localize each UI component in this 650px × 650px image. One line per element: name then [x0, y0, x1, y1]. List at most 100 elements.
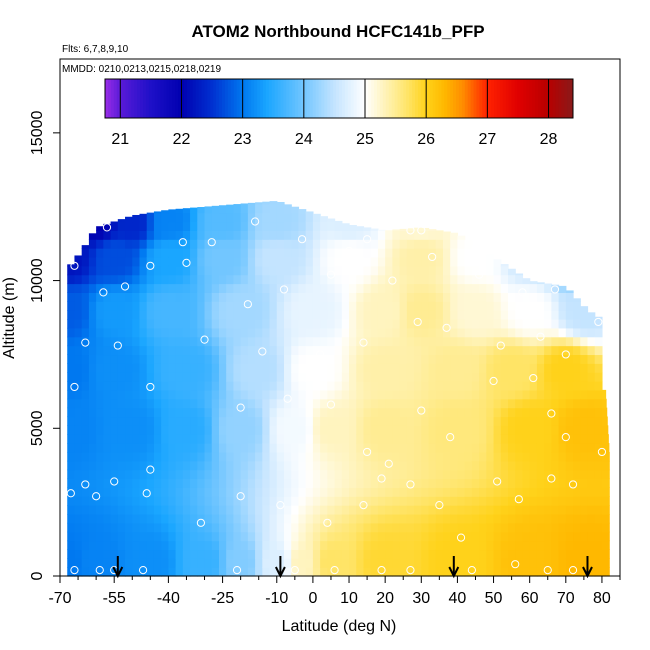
heatmap-cell: [168, 327, 177, 338]
heatmap-cell: [153, 451, 162, 462]
colorbar-segment: [426, 79, 431, 118]
heatmap-cell: [428, 256, 437, 267]
heatmap-cell: [125, 265, 133, 276]
sample-point: [66, 489, 75, 498]
heatmap-cell: [385, 540, 393, 551]
heatmap-cell: [515, 354, 524, 364]
heatmap-cell: [479, 310, 487, 320]
heatmap-cell: [67, 434, 76, 444]
heatmap-cell: [117, 451, 126, 462]
heatmap-cell: [471, 274, 480, 285]
plot-frame: [59, 58, 621, 577]
heatmap-cell: [428, 522, 437, 533]
heatmap-cell: [88, 513, 97, 524]
heatmap-cell: [96, 354, 104, 364]
heatmap-cell: [298, 425, 307, 435]
heatmap-cell: [233, 389, 242, 400]
heatmap-cell: [218, 318, 227, 329]
heatmap-cell: [190, 469, 198, 480]
heatmap-cell: [334, 505, 343, 515]
heatmap-cell: [500, 478, 509, 488]
heatmap-cell: [464, 336, 473, 347]
heatmap-cell: [370, 301, 379, 311]
heatmap-cell: [269, 496, 278, 506]
heatmap-cell: [284, 389, 292, 400]
heatmap-cell: [370, 451, 379, 462]
colorbar-segment: [330, 79, 334, 118]
heatmap-cell: [247, 203, 256, 214]
heatmap-cell: [428, 513, 437, 524]
heatmap-cell: [479, 531, 487, 542]
x-tick-label: 30: [412, 590, 430, 607]
heatmap-cell: [327, 372, 336, 382]
heatmap-cell: [110, 336, 119, 347]
colorbar-segment: [537, 79, 542, 118]
heatmap-cell: [139, 425, 148, 435]
heatmap-cell: [240, 425, 249, 435]
heatmap-cell: [435, 336, 444, 347]
heatmap-cell: [67, 425, 76, 435]
heatmap-cell: [276, 478, 285, 488]
heatmap-cell: [515, 540, 524, 551]
heatmap-cell: [117, 478, 126, 488]
heatmap-cell: [341, 239, 350, 249]
heatmap-cell: [182, 248, 191, 258]
heatmap-cell: [276, 469, 285, 480]
heatmap-cell: [536, 407, 545, 418]
y-tick-label: 10000: [29, 258, 46, 303]
heatmap-cell: [226, 318, 235, 329]
heatmap-cell: [392, 416, 401, 426]
heatmap-cell: [190, 265, 198, 276]
heatmap-cell: [262, 531, 271, 542]
heatmap-cell: [305, 211, 314, 214]
heatmap-cell: [211, 205, 220, 214]
heatmap-cell: [197, 540, 206, 551]
heatmap-cell: [558, 416, 567, 426]
heatmap-cell: [522, 292, 531, 302]
heatmap-cell: [377, 460, 386, 471]
heatmap-cell: [240, 407, 249, 418]
heatmap-cell: [435, 425, 444, 435]
heatmap-cell: [471, 363, 480, 373]
heatmap-cell: [204, 318, 213, 329]
heatmap-cell: [377, 558, 386, 568]
colorbar-segment: [327, 79, 331, 118]
heatmap-cell: [190, 345, 198, 356]
heatmap-cell: [471, 256, 480, 267]
heatmap-cell: [74, 567, 83, 577]
heatmap-cell: [399, 451, 408, 462]
heatmap-cell: [594, 327, 603, 338]
heatmap-cell: [132, 381, 141, 391]
sample-point: [384, 459, 393, 468]
heatmap-cell: [175, 416, 184, 426]
heatmap-cell: [356, 425, 365, 435]
heatmap-cell: [190, 540, 198, 551]
heatmap-cell: [594, 478, 603, 488]
heatmap-cell: [414, 336, 422, 347]
heatmap-cell: [428, 336, 437, 347]
heatmap-cell: [211, 443, 220, 453]
heatmap-cell: [435, 558, 444, 568]
heatmap-cell: [334, 451, 343, 462]
heatmap-cell: [255, 265, 263, 276]
heatmap-cell: [103, 487, 112, 497]
heatmap-cell: [153, 256, 162, 267]
heatmap-cell: [125, 327, 133, 338]
colorbar-segment: [388, 79, 393, 118]
heatmap-cell: [168, 522, 177, 533]
heatmap-cell: [334, 443, 343, 453]
heatmap-cell: [153, 292, 162, 302]
heatmap-cell: [103, 416, 112, 426]
heatmap-cell: [255, 301, 263, 311]
heatmap-cell: [67, 318, 76, 329]
heatmap-cell: [88, 248, 97, 258]
heatmap-cell: [190, 549, 198, 559]
heatmap-cell: [479, 354, 487, 364]
heatmap-cell: [233, 212, 242, 223]
heatmap-cell: [74, 469, 83, 480]
heatmap-cell: [312, 292, 321, 302]
colorbar-segment: [555, 79, 559, 118]
heatmap-cell: [435, 398, 444, 409]
heatmap-cell: [255, 398, 263, 409]
heatmap-cell: [536, 345, 545, 356]
